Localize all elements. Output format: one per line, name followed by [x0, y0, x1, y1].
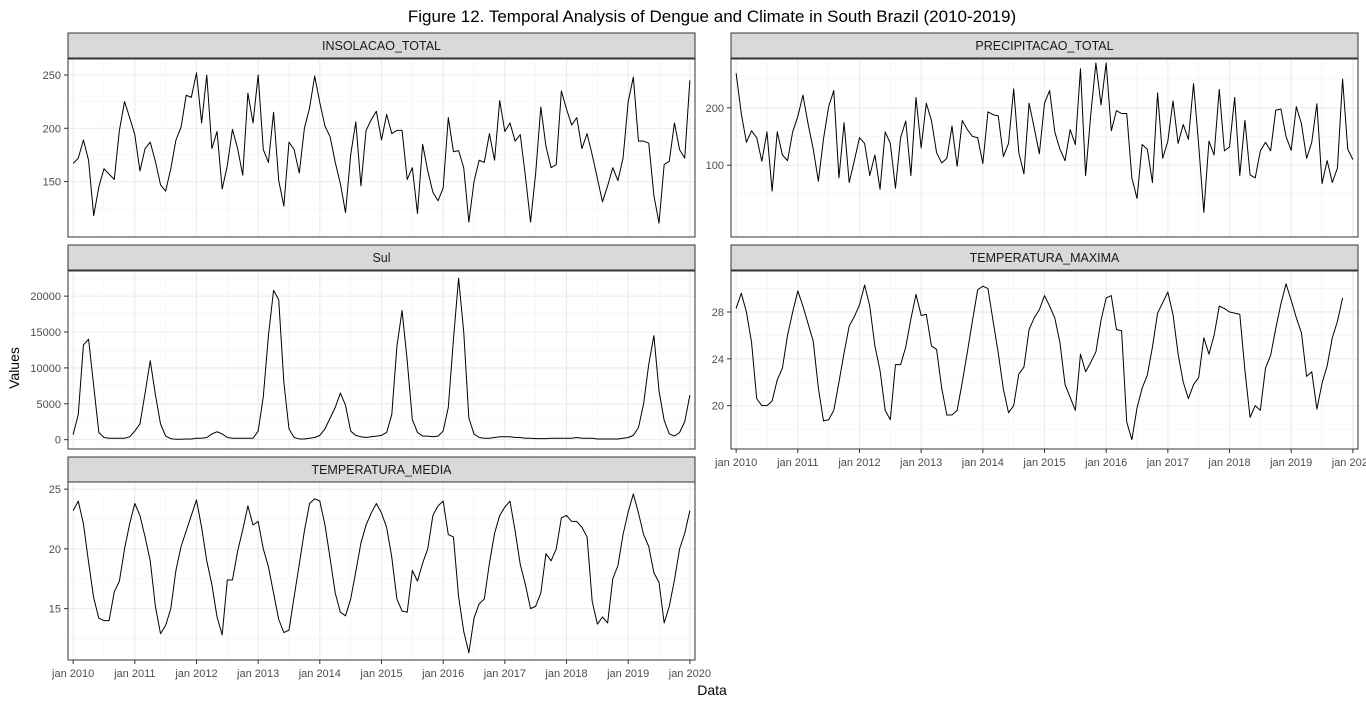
facet-strip-label: TEMPERATURA_MAXIMA [970, 251, 1120, 265]
panel-precipitacao-total: PRECIPITACAO_TOTAL 100 200 [706, 32, 1359, 238]
y-tick-label: 20000 [30, 291, 61, 303]
facet-panels: INSOLACAO_TOTAL150200250PRECIPITACAO_TOT… [30, 32, 1366, 680]
x-tick-label: jan 2013 [236, 668, 279, 680]
y-tick-label: 25 [49, 484, 61, 496]
x-tick-label: jan 2016 [421, 668, 464, 680]
x-tick-label: jan 2020 [668, 668, 711, 680]
facet-strip [67, 32, 696, 59]
series-line-insolacao-total [72, 72, 691, 224]
y-tick-label: 200 [706, 103, 724, 115]
y-tick-label: 20 [49, 544, 61, 556]
x-tick-label: jan 2020 [1331, 457, 1366, 469]
x-tick-label: jan 2012 [174, 668, 217, 680]
x-tick-label: jan 2018 [544, 668, 587, 680]
x-tick-label: jan 2010 [714, 457, 757, 469]
facet-strip [730, 244, 1359, 271]
series-line-sul [72, 277, 691, 440]
facet-strip-label: PRECIPITACAO_TOTAL [975, 39, 1113, 53]
x-tick-label: jan 2015 [359, 668, 402, 680]
x-tick-label: jan 2011 [776, 457, 818, 469]
x-tick-label: jan 2011 [113, 668, 155, 680]
x-tick-label: jan 2017 [483, 668, 526, 680]
series-line-temperatura-media [72, 493, 691, 654]
x-tick-label: jan 2019 [1269, 457, 1312, 469]
y-tick-label: 150 [43, 177, 61, 189]
y-tick-label: 10000 [30, 363, 61, 375]
panel-sul: Sul 0 5000 10000 15000 20000 [30, 244, 696, 450]
panel-border [67, 58, 696, 238]
y-tick-label: 15000 [30, 327, 61, 339]
y-tick-label: 5000 [37, 399, 61, 411]
y-tick-label: 200 [43, 123, 61, 135]
y-tick-label: 24 [712, 354, 724, 366]
x-tick-label: jan 2013 [899, 457, 942, 469]
x-tick-label: jan 2016 [1084, 457, 1127, 469]
panel-temperatura-media: TEMPERATURA_MEDIA 15 20 25 jan 2010 jan 2011 j… [49, 456, 711, 680]
figure-title: Figure 12. Temporal Analysis of Dengue a… [408, 7, 1016, 26]
x-tick-label: jan 2019 [606, 668, 649, 680]
y-axis-title: Values [6, 347, 22, 389]
panel-insolacao-total: INSOLACAO_TOTAL 150 200 250 [43, 32, 696, 238]
facet-strip-label: Sul [372, 251, 390, 265]
x-tick-label: jan 2017 [1146, 457, 1189, 469]
facet-strip-label: TEMPERATURA_MEDIA [311, 463, 452, 477]
y-tick-label: 15 [49, 604, 61, 616]
series-line-precipitacao-total [735, 62, 1354, 213]
facet-strip [67, 244, 696, 271]
y-tick-label: 100 [706, 160, 724, 172]
x-tick-label: jan 2018 [1207, 457, 1250, 469]
x-tick-label: jan 2014 [961, 457, 1004, 469]
x-tick-label: jan 2015 [1022, 457, 1065, 469]
facet-strip [730, 32, 1359, 59]
y-tick-label: 20 [712, 401, 724, 413]
y-tick-label: 250 [43, 70, 61, 82]
series-line-temperatura-maxima [735, 283, 1344, 441]
panel-border [730, 58, 1359, 238]
x-axis-title: Data [697, 682, 727, 698]
y-tick-label: 0 [55, 435, 61, 447]
facet-strip-label: INSOLACAO_TOTAL [322, 39, 441, 53]
y-tick-label: 28 [712, 307, 724, 319]
x-tick-label: jan 2012 [837, 457, 880, 469]
panel-temperatura-maxima: TEMPERATURA_MAXIMA 20 24 28 jan 2010 jan 2011… [712, 244, 1366, 469]
x-tick-label: jan 2010 [51, 668, 94, 680]
panel-border [67, 270, 696, 450]
x-tick-label: jan 2014 [298, 668, 341, 680]
